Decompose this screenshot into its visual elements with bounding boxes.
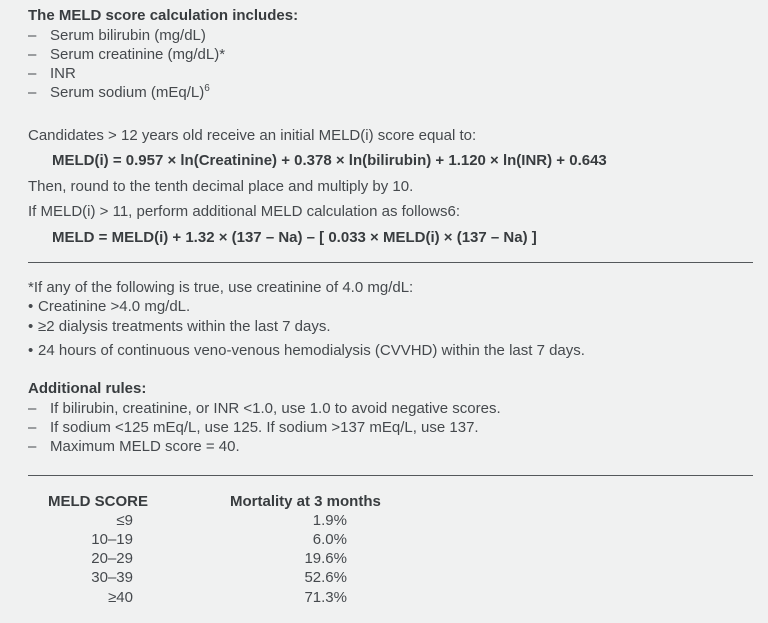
mortality-cell: 19.6%: [304, 550, 347, 568]
dash-bullet: –: [28, 438, 37, 456]
list-item-text: Serum creatinine (mg/dL)*: [50, 45, 226, 63]
reference-superscript: 6: [204, 83, 210, 95]
list-item: – Serum creatinine (mg/dL)*: [28, 45, 754, 64]
rule-item: – If sodium <125 mEq/L, use 125. If sodi…: [28, 418, 754, 437]
creatinine-footnote-section: *If any of the following is true, use cr…: [28, 278, 754, 360]
mortality-cell: 1.9%: [312, 511, 347, 529]
additional-rules-list: – If bilirubin, creatinine, or INR <1.0,…: [28, 399, 754, 457]
dot-bullet: •: [28, 342, 34, 360]
list-item: – Serum bilirubin (mg/dL): [28, 26, 754, 45]
list-item: – Serum sodium (mEq/L)6: [28, 83, 754, 102]
formula-section: Candidates > 12 years old receive an ini…: [28, 123, 754, 251]
table-row: ≥40 71.3%: [28, 588, 754, 607]
meld-i-formula: MELD(i) = 0.957 × ln(Creatinine) + 0.378…: [52, 152, 607, 170]
mortality-cell: 52.6%: [304, 569, 347, 587]
dash-bullet: –: [28, 45, 37, 63]
additional-rules-section: Additional rules: – If bilirubin, creati…: [28, 379, 754, 456]
dot-bullet: •: [28, 298, 34, 316]
includes-heading: The MELD score calculation includes:: [28, 7, 299, 24]
rule-item-text: If sodium <125 mEq/L, use 125. If sodium…: [50, 418, 479, 436]
rule-item-text: Maximum MELD score = 40.: [50, 438, 240, 456]
table-row: ≤9 1.9%: [28, 511, 754, 530]
includes-list: – Serum bilirubin (mg/dL) – Serum creati…: [28, 26, 754, 103]
list-item-text: Serum sodium (mEq/L)6: [50, 83, 210, 102]
footnote-item: • 24 hours of continuous veno-venous hem…: [28, 341, 754, 360]
footnote-item: • Creatinine >4.0 mg/dL.: [28, 297, 754, 316]
meld-score-cell: 20–29: [91, 550, 133, 568]
includes-section: The MELD score calculation includes: – S…: [28, 6, 754, 103]
dash-bullet: –: [28, 26, 37, 44]
list-item-text: Serum bilirubin (mg/dL): [50, 26, 206, 44]
meld-score-cell: ≤9: [116, 511, 133, 529]
additional-rules-heading: Additional rules:: [28, 380, 147, 398]
meld-score-cell: 30–39: [91, 569, 133, 587]
footnote-intro: *If any of the following is true, use cr…: [28, 279, 414, 297]
dash-bullet: –: [28, 418, 37, 436]
meld-score-cell: ≥40: [108, 588, 133, 606]
meld-score-cell: 10–19: [91, 530, 133, 548]
footnote-item-text: 24 hours of continuous veno-venous hemod…: [38, 342, 585, 360]
divider: [28, 262, 753, 264]
column-header-meld-score: MELD SCORE: [48, 492, 149, 510]
dot-bullet: •: [28, 317, 34, 335]
list-item-text: INR: [50, 65, 76, 83]
dash-bullet: –: [28, 399, 37, 417]
candidates-line: Candidates > 12 years old receive an ini…: [28, 126, 477, 144]
table-row: 20–29 19.6%: [28, 549, 754, 568]
table-header-row: MELD SCORE Mortality at 3 months: [28, 492, 754, 511]
condition-line: If MELD(i) > 11, perform additional MELD…: [28, 203, 460, 221]
dash-bullet: –: [28, 65, 37, 83]
table-row: 30–39 52.6%: [28, 568, 754, 587]
mortality-table: MELD SCORE Mortality at 3 months ≤9 1.9%…: [28, 492, 754, 607]
column-header-mortality: Mortality at 3 months: [230, 492, 381, 510]
footnote-item: • ≥2 dialysis treatments within the last…: [28, 317, 754, 336]
mortality-cell: 71.3%: [304, 588, 347, 606]
divider: [28, 474, 753, 476]
mortality-cell: 6.0%: [312, 530, 347, 548]
table-row: 10–19 6.0%: [28, 530, 754, 549]
dash-bullet: –: [28, 84, 37, 102]
rounding-line: Then, round to the tenth decimal place a…: [28, 177, 414, 195]
rule-item: – Maximum MELD score = 40.: [28, 437, 754, 456]
rule-item: – If bilirubin, creatinine, or INR <1.0,…: [28, 399, 754, 418]
footnote-item-text: Creatinine >4.0 mg/dL.: [38, 298, 191, 316]
meld-na-formula: MELD = MELD(i) + 1.32 × (137 – Na) – [ 0…: [52, 228, 537, 246]
footnote-item-text: ≥2 dialysis treatments within the last 7…: [38, 317, 331, 335]
list-item: – INR: [28, 64, 754, 83]
rule-item-text: If bilirubin, creatinine, or INR <1.0, u…: [50, 399, 501, 417]
meld-document: The MELD score calculation includes: – S…: [28, 6, 754, 607]
